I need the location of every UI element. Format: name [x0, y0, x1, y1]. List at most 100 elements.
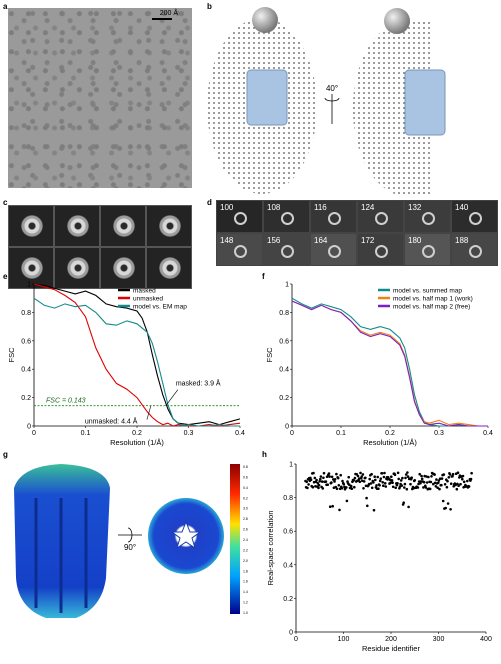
chart-e-fsc: 0 0.1 0.2 0.3 0.4 0 0.2 0.4 0.6 0.8 1 Resolution (1… — [8, 282, 245, 448]
scatter-point — [400, 484, 404, 487]
x-tick-label: 400 — [480, 636, 492, 643]
x-tick-label: 200 — [385, 636, 397, 643]
rotation-label-b: 40° — [326, 84, 338, 93]
scatter-point — [397, 477, 400, 481]
scatter-point — [390, 475, 393, 478]
class-average — [146, 247, 192, 289]
scatter-point — [404, 476, 407, 480]
scatter-point — [319, 477, 322, 481]
scatter-point — [434, 485, 438, 488]
class-average — [54, 205, 100, 247]
x-tick-label: 0.1 — [336, 430, 346, 437]
scatter-point — [462, 480, 466, 484]
scatter-point — [461, 477, 464, 481]
scatter-point — [393, 473, 397, 476]
y-tick-label: 0.4 — [283, 562, 293, 569]
panel-label-c: c — [3, 198, 8, 207]
scatter-point — [470, 471, 473, 475]
scatter-point — [461, 474, 465, 478]
y-tick-label: 0.6 — [21, 338, 31, 345]
legend-entry: model vs. summed map — [393, 288, 462, 295]
scatter-point — [404, 473, 408, 476]
panel-label-g: g — [3, 450, 8, 459]
y-tick-label: 0 — [289, 630, 293, 637]
scatter-point — [376, 475, 379, 479]
scatter-point — [438, 477, 442, 480]
scatter-point — [452, 485, 455, 488]
scatter-point — [328, 475, 331, 478]
scatter-point — [377, 487, 380, 490]
cross-section: 124 — [357, 200, 404, 233]
scatter-point — [457, 484, 460, 487]
colorbar-ticks: 0.8 0.6 0.4 0.2 3.0 2.8 2.6 2.4 2.2 2.0 1.8 1.6 1.4 1… — [243, 465, 248, 615]
panel-label-a: a — [3, 2, 8, 11]
scatter-point — [442, 473, 446, 476]
y-axis-label: Real-space correlation — [266, 510, 275, 585]
scatter-point — [339, 473, 342, 477]
x-tick-label: 0 — [32, 430, 36, 437]
scatter-point — [315, 478, 318, 482]
x-axis-label: Resolution (1/Å) — [363, 438, 417, 447]
scatter-point — [446, 502, 450, 505]
scatter-point — [324, 480, 328, 483]
colorbar-tick-label: 0.6 — [243, 475, 248, 479]
scatter-point — [368, 477, 371, 481]
colorbar-tick-label: 2.4 — [243, 538, 248, 542]
scatter-point — [401, 476, 404, 480]
series-line — [291, 300, 488, 427]
scatter-point — [418, 472, 421, 476]
cross-section: 148 — [216, 233, 263, 266]
scatter-point — [379, 477, 383, 480]
colorbar-tick-label: 0.4 — [243, 486, 248, 490]
x-axis-label: Residue identifier — [362, 644, 420, 653]
y-axis-label: FSC — [266, 347, 274, 363]
x-tick-label: 0.2 — [385, 430, 395, 437]
scatter-point — [382, 475, 386, 479]
scatter-point — [312, 471, 315, 475]
scatter-point — [362, 487, 365, 490]
scatter-point — [358, 480, 362, 484]
scatter-point — [449, 482, 453, 485]
scatter-point — [306, 486, 309, 490]
y-tick-label: 0 — [285, 424, 289, 431]
x-axis-label: Resolution (1/Å) — [110, 438, 164, 447]
colorbar-tick-label: 1.8 — [243, 569, 248, 573]
cross-section: 156 — [263, 233, 310, 266]
class-average — [8, 205, 54, 247]
scatter-point — [327, 472, 331, 475]
colorbar-tick-label: 0.2 — [243, 496, 248, 500]
scatter-point — [384, 485, 388, 488]
x-tick-label: 0 — [290, 430, 294, 437]
scatter-point — [389, 481, 392, 484]
legend-entry: model vs. EM map — [133, 304, 187, 311]
x-tick-label: 300 — [433, 636, 445, 643]
scatter-point — [347, 475, 350, 479]
scatter-point — [403, 482, 407, 486]
colorbar — [230, 464, 240, 614]
scatter-point — [348, 483, 351, 486]
pore-star — [170, 520, 202, 550]
scatter-point — [416, 486, 420, 489]
scatter-point — [378, 479, 382, 483]
class-average — [100, 247, 146, 289]
colorbar-tick-label: 2.2 — [243, 548, 248, 552]
scatter-point — [448, 473, 452, 476]
annotation-arrow — [146, 405, 152, 420]
y-tick-label: 0.4 — [21, 367, 31, 374]
x-tick-label: 0.1 — [81, 430, 91, 437]
scatter-point — [326, 483, 329, 486]
scatter-point — [342, 482, 346, 486]
scatter-point — [313, 476, 317, 480]
y-tick-label: 0.8 — [21, 310, 31, 317]
scatter-point — [360, 475, 363, 478]
cross-section: 100 — [216, 200, 263, 233]
scatter-point — [307, 483, 310, 486]
y-tick-label: 0.4 — [279, 367, 289, 374]
scatter-point — [435, 478, 438, 481]
y-tick-label: 0.6 — [279, 338, 289, 345]
scatter-point — [333, 480, 336, 483]
angular-distribution-figure: 40° — [207, 7, 446, 196]
colorbar-tick-label: 2.8 — [243, 517, 248, 521]
cross-section: 108 — [263, 200, 310, 233]
local-resolution-figure: 90° 0.8 0.6 0.4 0.2 3.0 2.8 2.6 2.4 2.2 2.0 1.8 1.6… — [14, 464, 248, 618]
